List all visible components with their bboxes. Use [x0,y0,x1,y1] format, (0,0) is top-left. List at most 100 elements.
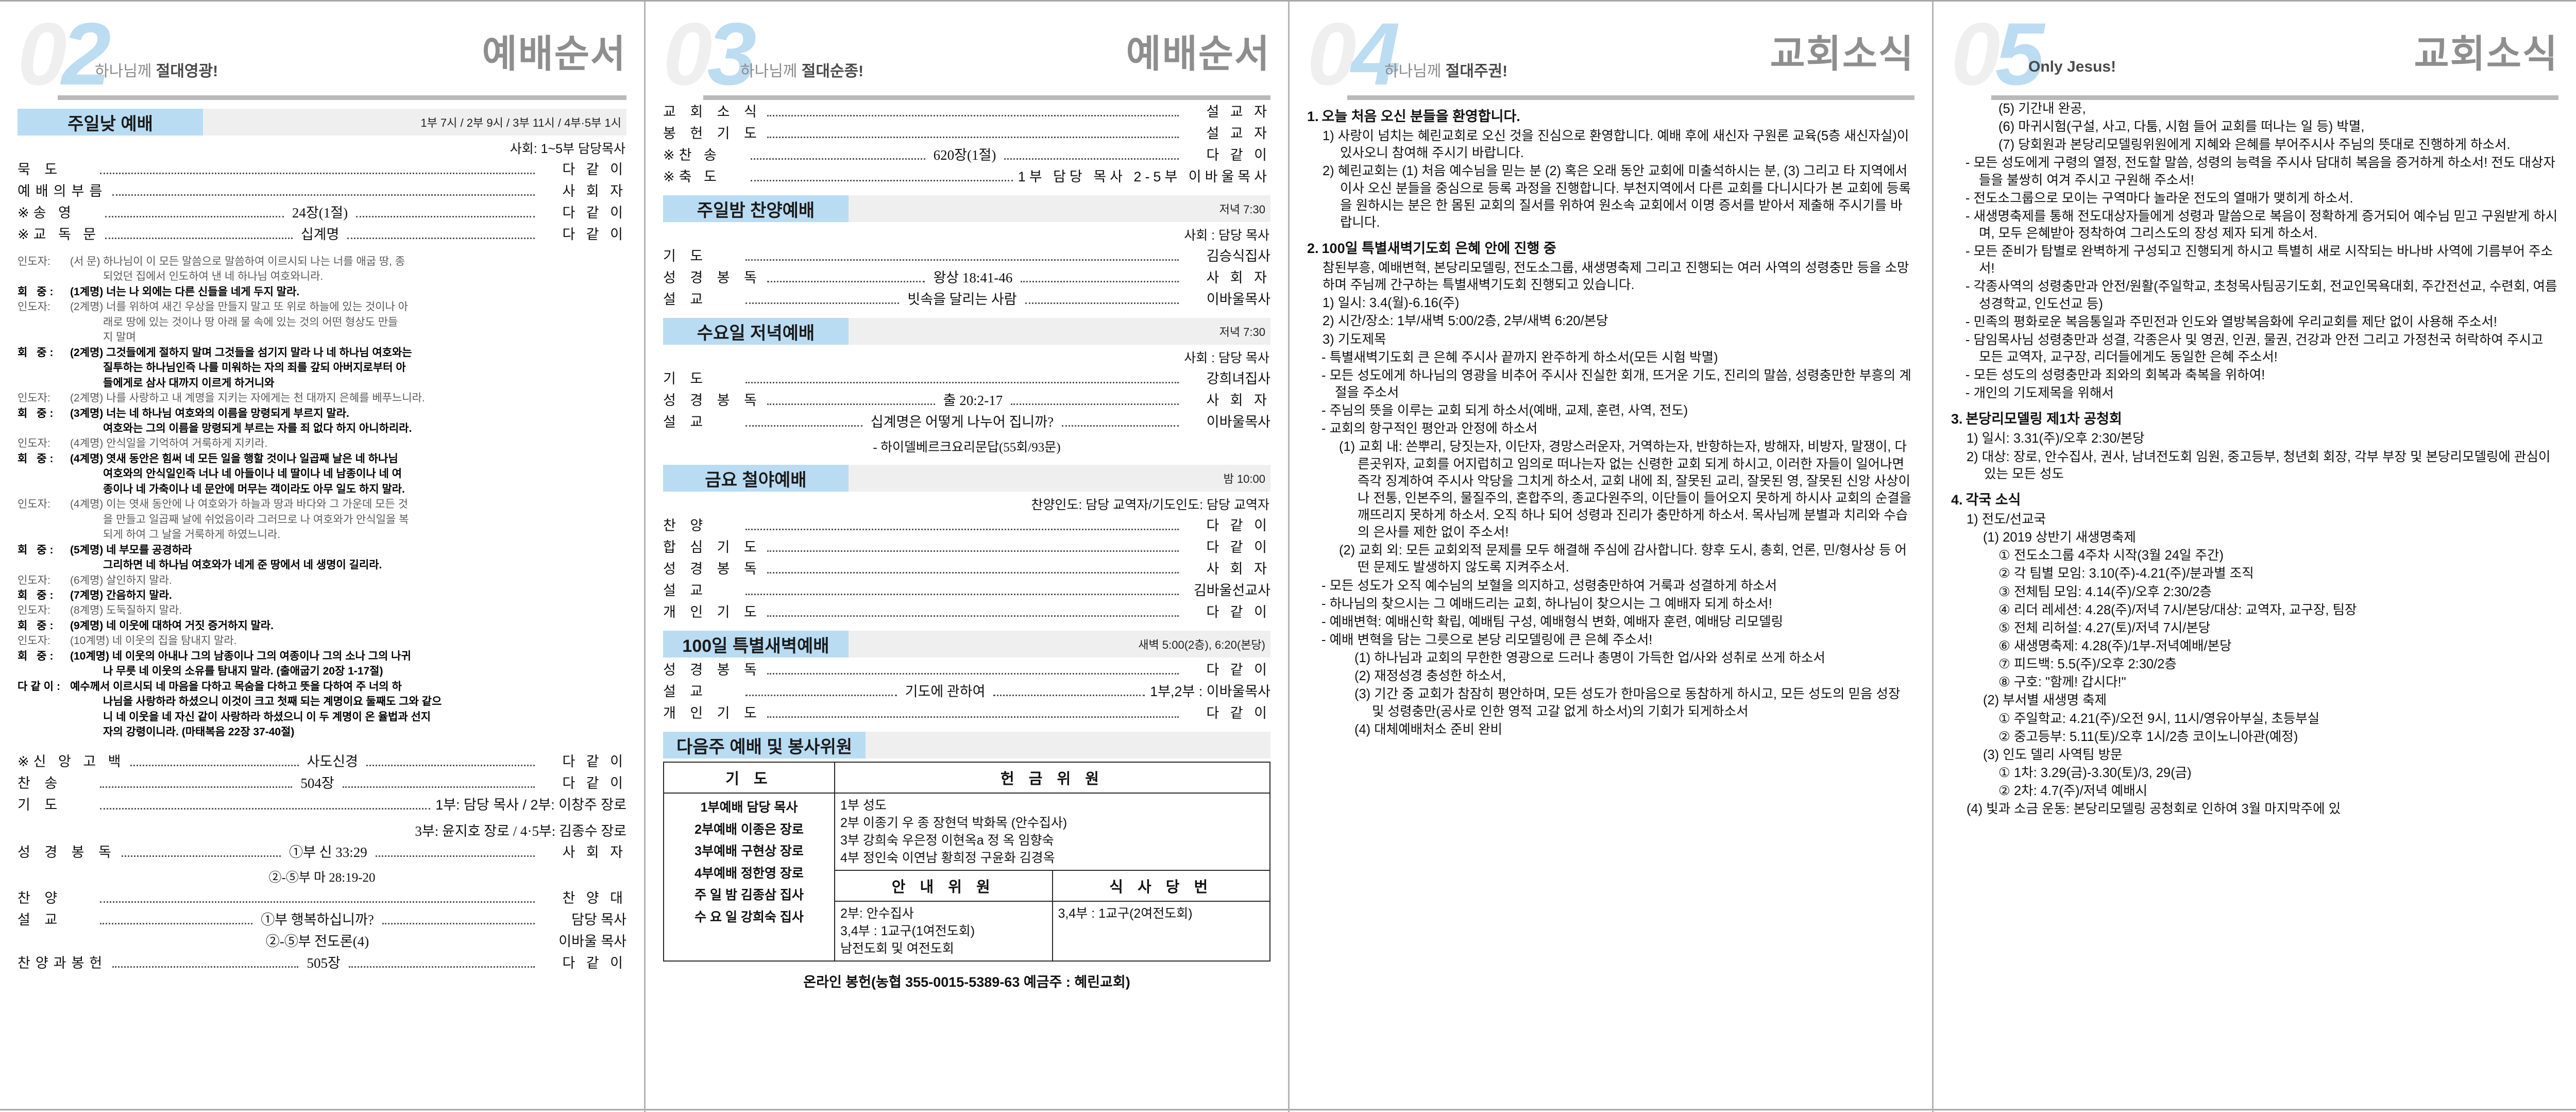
announcement-list: (5) 기간내 완공, (6) 마귀시험(구설, 사고, 다툼, 시험 들어 교회… [1951,100,2558,818]
leader-dots [767,114,1179,116]
leader-dots [100,922,253,924]
responsive-text: 여호와는 그의 이름을 망령되게 부르는 자를 죄 없다 하지 아니하리라. [103,422,412,434]
table-row: 안 내 위 원 식 사 당 번 [664,870,1270,902]
order-detail: 십계명은 어떻게 나누어 집니까? [870,414,1054,430]
order-detail: ①부 행복하십니까? [261,912,374,928]
order-who: 다 같 이 [1206,604,1270,620]
order-name: ※교 독 문 [18,227,100,242]
guide-assignment: 남전도회 및 여전도회 [840,941,954,956]
responsive-text: 여호와의 안식일인즉 너나 네 아들이나 네 딸이나 네 남종이나 네 여 [103,468,402,480]
responsive-text: (2계명) 그것들에게 절하지 말며 그것들을 섬기지 말라 나 네 하나님 여… [70,346,412,359]
order-who: 다 같 이 [1206,662,1270,678]
order-who: 다 같 이 [562,955,627,971]
order-name: 기 도 [663,371,708,386]
responsive-speaker: 회 중: [18,544,57,556]
responsive-text: 자의 강령이니라. (마태복음 22장 37-40절) [103,726,295,738]
announcement-item: (1) 2019 상반기 새생명축제 [1983,530,2136,545]
responsive-speaker [18,559,70,572]
responsive-text: (8계명) 도둑질하지 말라. [70,604,182,617]
offering-assignment: 2부 이종기 우 종 장현덕 박화목 (안수집사) [840,816,1067,830]
duty-table: 기 도 헌 금 위 원 1부예배 담당 목사 2부예배 이종은 장로 3부예배 구현… [663,762,1270,962]
responsive-line: 회 중: (5계명) 네 부모를 공경하라 [18,544,626,557]
order-detail: ①부 신 33:29 [289,844,367,860]
presider-line: 사회 : 담당 목사 [1184,228,1269,243]
leader-dots [121,855,281,857]
leader-dots [100,172,535,174]
leader-dots [745,381,1179,383]
announcement-item: ⑦ 피드백: 5.5(주)/오후 2:30/2층 [1998,657,2177,672]
leader-dots [767,716,1179,718]
announcement-item: - 하나님의 찾으시는 그 예배드리는 교회, 하나님이 찾으시는 그 예배자 … [1321,596,1772,611]
page-number-02: 02 [18,5,111,104]
prayer-assignment: 주 일 밤 김종삼 집사 [694,888,804,902]
responsive-line: 인도자: (4계명) 이는 엿새 동안에 나 여호와가 하늘과 땅과 바다와 그 … [18,498,626,511]
announcement-item: ① 전도소그룹 4주차 시작(3월 24일 주간) [1998,548,2224,563]
responsive-speaker [18,422,70,435]
order-row: ※찬 송 620장(1절) 다 같 이 [663,148,1270,164]
responsive-speaker [18,695,70,709]
service-band: 금요 철야예배 밤 10:00 [663,465,1270,492]
presider-line: 찬양인도: 담당 교역자/기도인도: 담당 교역자 [1031,498,1269,512]
announcement-item: - 민족의 평화로운 복음통일과 주민전과 인도와 열방복음화에 우리교회를 제… [1965,314,2497,329]
responsive-speaker: 인도자: [18,256,50,267]
announcement-item: ③ 전체팀 모임: 4.14(주)/오후 2:30/2층 [1998,584,2212,599]
order-who: 사 회 자 [1206,270,1270,285]
responsive-line: 자의 강령이니라. (마태복음 22장 37-40절) [18,726,626,739]
leader-dots [745,528,1179,530]
leader-dots [751,158,925,160]
announcement-item: 1) 사랑이 넘치는 혜린교회로 오신 것을 진심으로 환영합니다. 예배 후에… [1323,129,1909,161]
offering-assignment: 4부 정인숙 이연남 황희정 구윤화 김경옥 [840,851,1055,865]
announcement-number: 4. [1951,492,1963,508]
meal-assignment: 3,4부 : 1교구(2여전도회) [1058,906,1193,921]
announcement-item: - 모든 성도에게 구령의 열정, 전도할 말씀, 성령의 능력을 주시사 담대… [1965,156,2555,188]
order-who: 설 교 자 [1206,126,1270,141]
responsive-line: 인도자: (서 문) 하나님이 이 모든 말씀으로 말씀하여 이르시되 나는 너를… [18,255,626,268]
order-row: 기 도 김승식집사 [663,249,1270,265]
order-who: 1부 담당 목사 2-5부 이바울목사 [1018,169,1270,184]
order-who: 다 같 이 [562,162,626,177]
responsive-line: 회 중: (7계명) 간음하지 말라. [18,589,626,602]
prayer-second-line: 3부: 윤지호 장로 / 4·5부: 김종수 장로 [415,823,626,839]
service-band-times: 1부 7시 / 2부 9시 / 3부 11시 / 4부·5부 1시 [420,116,621,129]
responsive-reading: 인도자: (서 문) 하나님이 이 모든 말씀으로 말씀하여 이르시되 나는 너를… [18,255,626,739]
offering-assignment: 3부 강희숙 우은정 이현옥a 정 옥 임향숙 [840,833,1054,848]
announcement-heading: 2. 100일 특별새벽기도회 은혜 안에 진행 중 [1307,240,1914,258]
service-band-time: 밤 10:00 [1223,473,1265,485]
responsive-speaker: 회 중: [18,589,57,601]
leader-dots [767,550,1179,552]
order-detail: 기도에 관하여 [905,684,986,699]
leader-dots [342,786,535,788]
responsive-line: 지 말며 [18,331,626,344]
panel-05: 05 Only Jesus! 교회소식 (5) 기간내 완공, (6) 마귀시험(… [1932,2,2576,1112]
responsive-speaker: 인도자: [18,574,50,586]
responsive-line: 회 중: (9계명) 네 이웃에 대하여 거짓 증거하지 말라. [18,619,626,633]
announcement-item: ④ 리더 레세션: 4.28(주)/저녁 7시/본당/대상: 교역자, 교구장,… [1998,602,2357,617]
responsive-speaker: 인도자: [18,498,50,511]
leader-dots [100,786,293,788]
service-band-time: 저녁 7:30 [1219,203,1265,216]
announcement-item: - 교회의 항구적인 평안과 안정에 하소서 [1321,422,1538,436]
order-name: 설 교 [663,292,708,307]
panel-header-05: 05 Only Jesus! 교회소식 [1951,10,2558,100]
leader-dots [105,215,284,217]
leader-dots [366,764,535,766]
order-name: ※축 도 [663,169,721,184]
leader-dots [100,807,431,810]
order-detail: 504장 [300,775,334,791]
announcement-item: (3) 인도 델리 사역팀 방문 [1983,747,2123,762]
presider-line: 사회 : 담당 목사 [1184,351,1269,365]
panel-slogan-04: 하나님께 절대주권! [1384,63,1508,80]
order-who: 다 같 이 [562,205,627,221]
order-row: 성 경 봉 독 ①부 신 33:29 사 회 자 [18,844,626,862]
order-row: 설 교 기도에 관하여 1부,2부 : 이바울목사 [663,685,1270,701]
responsive-text: (4계명) 안식일을 기억하여 거룩하게 지키라. [70,437,268,450]
responsive-speaker [18,467,70,481]
announcement-heading-text: 오늘 처음 오신 분들을 환영합니다. [1321,109,1520,124]
responsive-text: 되게 하여 그 날을 거룩하게 하였느니라. [103,529,281,541]
responsive-line: 회 중: (3계명) 너는 네 하나님 여호와의 이름을 망령되게 부르지 말라. [18,407,626,420]
service-band-sunday-day: 주일낮 예배 1부 7시 / 2부 9시 / 3부 11시 / 4부·5부 1시 [18,109,626,136]
order-who: 김바울선교사 [1193,583,1270,598]
responsive-text: (3계명) 너는 네 하나님 여호와의 이름을 망령되게 부르지 말라. [70,407,349,419]
